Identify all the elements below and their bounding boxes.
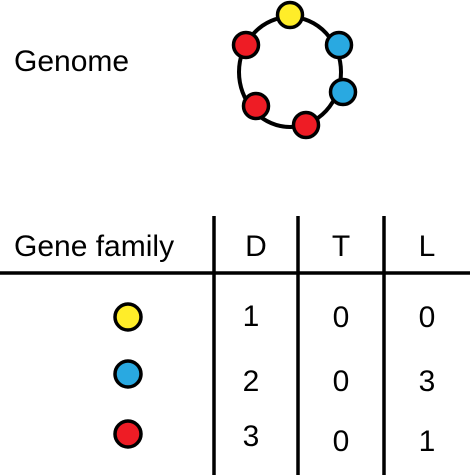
cell-l: 1: [419, 425, 436, 458]
header-gene-family: Gene family: [14, 230, 174, 263]
header-t: T: [332, 230, 350, 263]
table-row: 3 0 1: [113, 419, 436, 458]
cell-t: 0: [333, 425, 350, 458]
gene-blue: [324, 30, 354, 60]
cell-l: 0: [419, 301, 436, 334]
family-marker-red: [113, 419, 143, 449]
table-row: 2 0 3: [113, 359, 436, 398]
gene-red: [241, 91, 271, 121]
header-l: L: [419, 230, 436, 263]
genome-label: Genome: [14, 45, 129, 78]
cell-t: 0: [333, 365, 350, 398]
cell-l: 3: [419, 365, 436, 398]
table-row: 1 0 0: [113, 300, 436, 334]
gene-red: [291, 110, 321, 140]
cell-d: 2: [243, 365, 260, 398]
family-marker-blue: [113, 359, 143, 389]
circular-genome: [231, 0, 358, 140]
gene-blue: [328, 77, 358, 107]
header-d: D: [245, 230, 267, 263]
table-lines: [0, 216, 470, 475]
table-body: 1 0 0 2 0 3 3 0 1: [113, 300, 436, 458]
cell-d: 1: [243, 300, 260, 333]
cell-t: 0: [333, 301, 350, 334]
family-marker-yellow: [113, 302, 143, 332]
cell-d: 3: [243, 420, 260, 453]
gene-red: [231, 30, 261, 60]
table-header: Gene family D T L: [14, 230, 435, 263]
gene-yellow: [275, 0, 305, 30]
